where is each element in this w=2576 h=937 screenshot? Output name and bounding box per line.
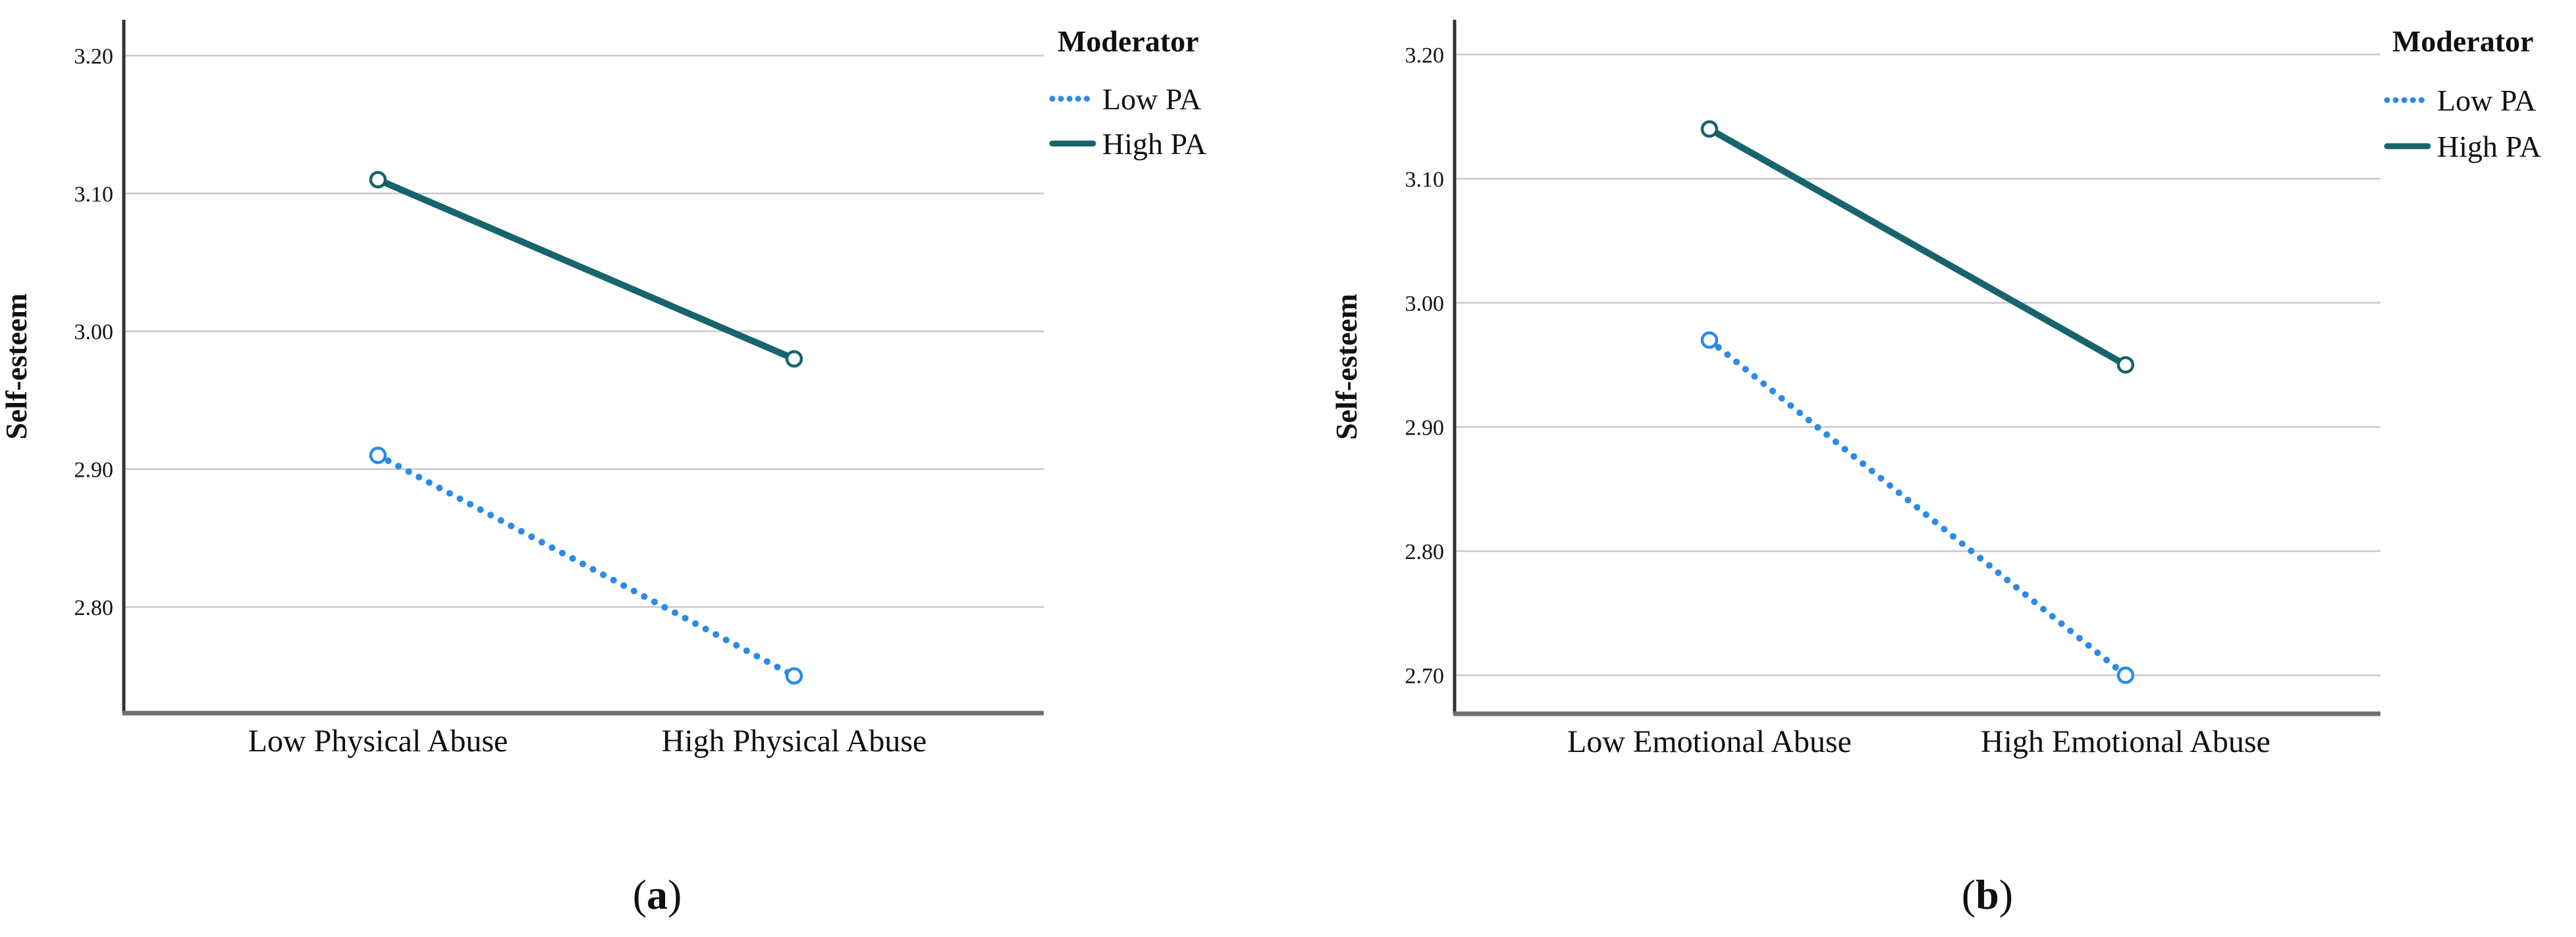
y-axis-title: Self-esteem	[1329, 294, 1363, 440]
legend-item-label: High PA	[1102, 127, 1206, 161]
y-tick-label: 3.10	[1405, 167, 1445, 192]
data-point-marker	[369, 446, 387, 464]
y-tick-label: 2.90	[1405, 415, 1445, 440]
legend-item-label: Low PA	[2437, 84, 2536, 117]
data-point-marker	[785, 667, 803, 685]
caption-open: (	[633, 871, 647, 918]
legend-item-label: High PA	[2437, 130, 2541, 163]
x-category-label: Low Emotional Abuse	[1567, 724, 1852, 759]
data-point-marker	[2116, 356, 2135, 374]
data-point-marker	[369, 171, 387, 189]
chart-b: 3.20 3.10 3.00 2.90 2.80 2.70 Low Emotional Ab…	[1329, 20, 2541, 918]
y-axis-title: Self-esteem	[0, 293, 33, 439]
y-tick-label: 3.00	[1405, 292, 1445, 316]
x-category-label: Low Physical Abuse	[248, 724, 508, 759]
data-point-marker	[785, 350, 803, 368]
y-tick-label: 3.10	[74, 182, 114, 207]
series-line-high-pa	[375, 176, 797, 362]
caption-open: (	[1962, 871, 1975, 918]
data-point-marker	[2116, 666, 2135, 684]
caption-letter: a	[647, 871, 668, 918]
chart-a: 3.20 3.10 3.00 2.90 2.80 Low Physical Abuse Hi…	[0, 20, 1206, 918]
y-tick-label: 2.80	[74, 596, 114, 620]
caption-letter: b	[1975, 871, 1999, 918]
panel-caption-a: (a)	[633, 871, 682, 918]
legend-item-label: Low PA	[1102, 82, 1201, 116]
legend-title: Moderator	[2392, 24, 2534, 58]
y-tick-label: 2.80	[1405, 540, 1445, 564]
y-tick-label: 2.90	[74, 458, 114, 482]
y-tick-label: 3.00	[74, 320, 114, 344]
x-category-label: High Physical Abuse	[662, 724, 927, 759]
panel-caption-b: (b)	[1962, 871, 2013, 918]
y-tick-label: 3.20	[74, 44, 114, 68]
data-point-marker	[1700, 120, 1719, 138]
series-line-low-pa	[1706, 336, 2129, 679]
y-tick-label: 3.20	[1405, 43, 1445, 68]
series-line-high-pa	[1706, 125, 2129, 369]
legend-title: Moderator	[1058, 24, 1199, 58]
y-tick-label: 2.70	[1405, 664, 1445, 689]
x-category-label: High Emotional Abuse	[1981, 724, 2270, 759]
caption-close: )	[668, 871, 682, 918]
series-line-low-pa	[375, 452, 797, 680]
caption-close: )	[1999, 871, 2013, 918]
data-point-marker	[1700, 331, 1719, 349]
